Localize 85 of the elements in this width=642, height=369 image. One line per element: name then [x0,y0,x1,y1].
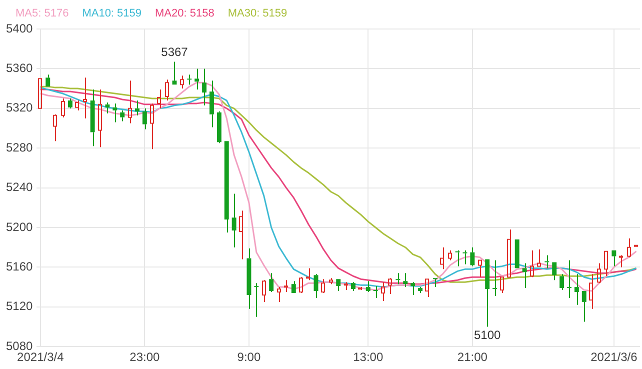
candlestick [336,279,341,292]
y-tick-label: 5400 [6,21,34,36]
candlestick [105,102,110,114]
candlestick [604,250,608,277]
text: MA20: 5158 [155,8,214,20]
x-tick-label: 23:00 [130,350,160,364]
candlestick [232,193,236,248]
candlestick [589,274,593,310]
candlestick [128,80,132,124]
candlestick [68,98,72,109]
candlestick [187,74,192,86]
y-tick-label: 5320 [6,100,34,115]
candlestick [574,274,579,306]
candlestick [269,272,274,293]
candlestick [314,274,318,298]
y-tick-label: 5280 [6,140,34,154]
candlestick [388,278,392,294]
candlestick [373,286,378,298]
candlestick [120,110,125,122]
annotation: 5367 [161,45,188,60]
y-tick-label: 5080 [6,338,34,353]
candlestick [522,262,527,289]
candlestick [254,282,259,318]
candlestick [351,282,356,292]
y-tick-label: 5360 [6,61,34,76]
candlestick [277,286,281,302]
candlestick [560,274,564,291]
candlestick [470,246,475,267]
candlestick [478,260,482,278]
candlestick [112,102,118,123]
candlestick [291,280,296,294]
candlestick [396,272,400,285]
x-tick-label: 21:00 [457,350,488,364]
x-tick-label: 13:00 [353,350,384,364]
candlestick [150,102,154,150]
x-tick-label: 2021/3/6 [590,350,638,364]
y-tick-label: 5160 [6,260,34,274]
candlestick [530,250,534,278]
candlestick [619,254,623,268]
candlestick [537,248,541,267]
y-tick-label: 5200 [6,220,34,234]
candlestick [284,280,288,293]
candlestick [455,250,460,267]
text: MA10: 5159 [82,8,142,20]
candlestick [53,114,57,142]
candlestick [485,259,490,328]
x-tick-label: 9:00 [237,350,261,364]
candlestick [239,210,243,260]
candlestick [432,278,438,288]
candlestick [440,246,444,270]
candlestick [142,108,147,130]
candlestick [552,262,557,281]
candlestick [172,61,177,85]
y-tick-label: 5240 [6,180,34,194]
candlestick [306,268,310,281]
candlestick [157,89,161,109]
candlestick [98,89,102,148]
candlestick [246,248,252,310]
candlestick [410,282,416,296]
candlestick [567,260,572,298]
candlestick [381,282,385,302]
candlestick [90,89,95,147]
candlestick [83,77,87,119]
candlestick [403,272,408,288]
candlestick [194,68,200,90]
candlestick [209,80,214,128]
candlestick [366,280,370,293]
candlestick [202,68,207,106]
candlestick [544,254,550,269]
x-tick-label: 2021/3/4 [17,350,64,364]
candlestick [418,286,423,294]
candlestick [462,250,468,265]
candlestick [135,100,140,116]
candlestick [627,238,631,258]
candlestick [582,291,586,322]
candlestick [492,260,497,296]
candlestick [46,74,50,87]
candlestick [216,110,222,144]
candlestick [224,141,229,233]
candlestick [425,278,429,298]
text: MA30: 5159 [228,8,288,20]
y-tick-label: 5120 [6,299,34,314]
text: MA5: 5176 [16,8,69,20]
candlestick [507,228,511,278]
annotation: 5100 [474,328,501,342]
